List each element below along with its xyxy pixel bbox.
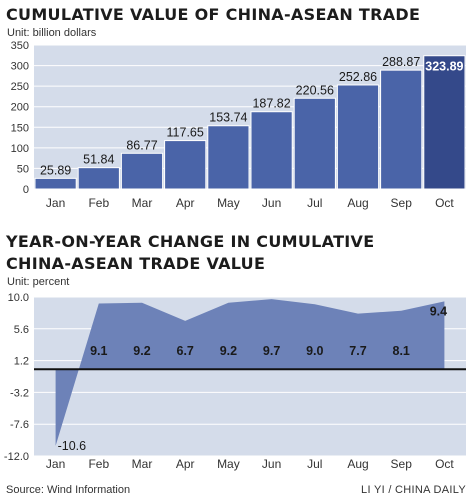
chart2-title: YEAR-ON-YEAR CHANGE IN CUMULATIVE CHINA-… — [6, 231, 374, 275]
chart2-value-label: 6.7 — [177, 344, 194, 358]
chart1-bar — [164, 140, 207, 190]
chart2-y-axis: 10.0 5.6 1.2 -3.2 -7.6 -12.0 — [4, 292, 29, 463]
chart1-title: CUMULATIVE VALUE OF CHINA-ASEAN TRADE — [6, 5, 421, 24]
chart1-x-tick-label: Mar — [132, 196, 153, 210]
chart1-x-tick-label: Jun — [262, 196, 281, 210]
chart1-value-label: 117.65 — [167, 126, 204, 140]
yoy-change-area-chart: 10.0 5.6 1.2 -3.2 -7.6 -12.0 -10.6 9.1 9.2 6.7 9.… — [4, 292, 466, 471]
cumulative-value-bar-chart: 0 50 100 150 200 250 300 350 25.89 51.84 86.77 117… — [11, 40, 466, 210]
chart2-y-tick-label: -12.0 — [4, 451, 29, 463]
chart2-x-tick-label: Mar — [132, 457, 153, 471]
chart2-x-tick-label: May — [217, 457, 240, 471]
source-note: Source: Wind Information — [6, 484, 131, 496]
chart2-value-label: 7.7 — [349, 344, 366, 358]
chart1-x-axis: Jan Feb Mar Apr May Jun Jul Aug Sep Oct — [46, 196, 454, 210]
chart2-value-label: 9.0 — [306, 344, 323, 358]
chart2-area — [55, 299, 445, 446]
chart2-value-label: 9.2 — [220, 344, 237, 358]
chart2-y-tick-label: -3.2 — [10, 387, 29, 399]
chart1-x-tick-label: May — [217, 196, 240, 210]
chart1-value-label: 187.82 — [252, 97, 290, 111]
credit-line: LI YI / CHINA DAILY — [361, 484, 466, 496]
chart1-y-tick-label: 0 — [23, 184, 29, 196]
chart1-value-label: 323.89 — [425, 60, 463, 74]
chart1-value-label: 220.56 — [296, 83, 334, 97]
chart1-x-tick-label: Jan — [46, 196, 65, 210]
chart1-bar — [250, 111, 293, 190]
chart1-y-axis: 0 50 100 150 200 250 300 350 — [11, 40, 29, 196]
chart2-value-label: -10.6 — [58, 439, 87, 453]
chart1-bar — [423, 55, 466, 190]
chart2-y-tick-label: 10.0 — [8, 292, 29, 304]
chart2-title-line1: YEAR-ON-YEAR CHANGE IN CUMULATIVE — [6, 232, 375, 251]
chart1-y-tick-label: 100 — [11, 143, 29, 155]
chart2-x-tick-label: Jun — [262, 457, 281, 471]
chart1-bar — [34, 177, 77, 190]
chart1-y-tick-label: 50 — [17, 163, 29, 175]
chart1-y-tick-label: 300 — [11, 61, 29, 73]
chart2-x-tick-label: Aug — [347, 457, 368, 471]
chart1-value-label: 153.74 — [209, 111, 247, 125]
chart2-value-label: 9.1 — [90, 344, 107, 358]
chart2-x-tick-label: Oct — [435, 457, 454, 471]
chart2-x-tick-label: Jan — [46, 457, 65, 471]
chart1-x-tick-label: Sep — [391, 196, 413, 210]
chart1-bar — [207, 125, 250, 190]
chart1-unit-label: Unit: billion dollars — [7, 27, 97, 39]
chart2-value-label: 9.4 — [430, 304, 447, 318]
chart2-value-label: 8.1 — [393, 344, 410, 358]
chart1-bar — [380, 69, 423, 190]
chart1-y-tick-label: 150 — [11, 122, 29, 134]
chart2-x-tick-label: Sep — [391, 457, 413, 471]
chart1-y-tick-label: 350 — [11, 40, 29, 52]
chart1-x-tick-label: Aug — [347, 196, 368, 210]
chart1-value-label: 51.84 — [83, 153, 114, 167]
chart1-bar — [120, 152, 164, 190]
chart2-unit-label: Unit: percent — [7, 276, 70, 288]
chart1-bar — [77, 167, 120, 190]
chart2-value-label: 9.2 — [133, 344, 150, 358]
chart2-x-tick-label: Feb — [88, 457, 109, 471]
chart2-y-tick-label: 5.6 — [14, 324, 29, 336]
chart1-value-label: 288.87 — [382, 55, 420, 69]
chart2-value-label: 9.7 — [263, 344, 280, 358]
chart1-bar — [336, 84, 380, 190]
chart1-value-label: 86.77 — [126, 138, 157, 152]
chart1-value-labels: 25.89 51.84 86.77 117.65 153.74 187.82 220.56 2… — [40, 55, 464, 177]
chart2-x-axis: Jan Feb Mar Apr May Jun Jul Aug Sep Oct — [46, 457, 454, 471]
chart1-x-tick-label: Apr — [176, 196, 195, 210]
chart2-area-shape — [55, 299, 445, 446]
chart1-y-tick-label: 250 — [11, 81, 29, 93]
chart2-y-tick-label: -7.6 — [10, 419, 29, 431]
chart2-y-tick-label: 1.2 — [14, 356, 29, 368]
chart1-bar — [293, 97, 336, 190]
chart2-x-tick-label: Apr — [176, 457, 195, 471]
chart1-x-tick-label: Oct — [435, 196, 454, 210]
chart1-value-label: 252.86 — [339, 70, 377, 84]
chart2-x-tick-label: Jul — [307, 457, 322, 471]
chart1-bars — [34, 55, 466, 190]
chart1-value-label: 25.89 — [40, 163, 71, 177]
chart1-y-tick-label: 200 — [11, 102, 29, 114]
chart1-x-tick-label: Jul — [307, 196, 322, 210]
chart1-x-tick-label: Feb — [88, 196, 109, 210]
chart2-value-labels: -10.6 9.1 9.2 6.7 9.2 9.7 9.0 7.7 8.1 9.4 — [58, 304, 448, 453]
chart2-title-line2: CHINA-ASEAN TRADE VALUE — [6, 254, 266, 273]
